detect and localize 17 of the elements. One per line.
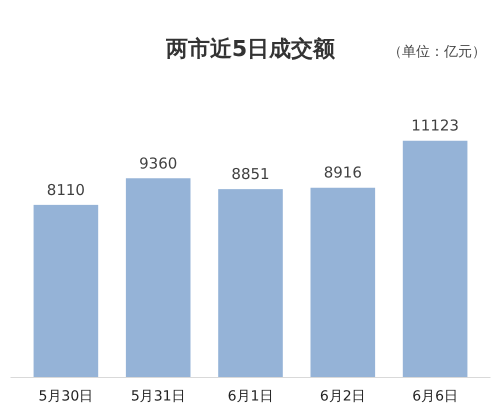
- x-tick-label: 6月6日: [412, 388, 458, 404]
- text: （单位：亿元）: [388, 44, 486, 60]
- data-label: 8851: [231, 165, 270, 184]
- bar: [34, 204, 98, 378]
- x-tick-label: 6月2日: [320, 388, 366, 404]
- data-label: 11123: [411, 116, 459, 135]
- bar: [402, 140, 468, 378]
- data-label: 9360: [139, 154, 178, 172]
- x-tick-label: 6月1日: [228, 388, 274, 404]
- chart-title: 两市近5日成交额: [164, 36, 336, 62]
- data-label: 8110: [46, 180, 85, 199]
- bar: [126, 178, 190, 378]
- data-label: 8916: [324, 164, 362, 182]
- bar: [310, 188, 376, 378]
- x-tick-label: 5月31日: [130, 388, 186, 404]
- x-tick-label: 5月30日: [38, 388, 94, 404]
- bar: [218, 189, 283, 378]
